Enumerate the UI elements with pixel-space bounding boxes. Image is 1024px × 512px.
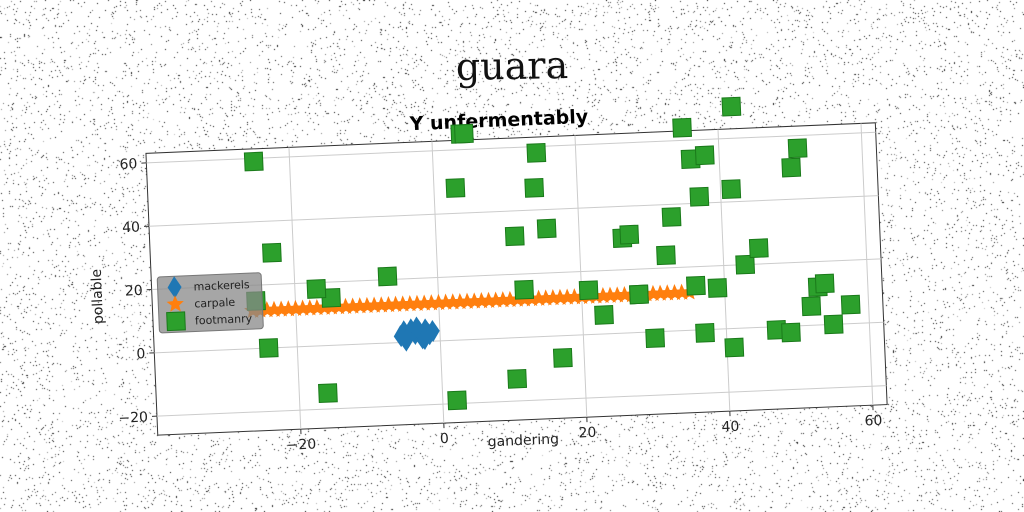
x-grid-line — [574, 135, 588, 418]
footmanry-point — [735, 254, 756, 275]
data-points — [243, 96, 861, 411]
y-grid-line — [146, 131, 876, 164]
footmanry-point — [694, 145, 715, 166]
footmanry-point — [445, 178, 466, 198]
footmanry-point — [536, 218, 557, 239]
footmanry-point — [578, 280, 599, 301]
y-tick-label: −20 — [118, 410, 148, 427]
footmanry-point — [689, 186, 710, 207]
footmanry-point — [377, 266, 398, 287]
x-axis-label: gandering — [487, 431, 559, 450]
x-tick-label: 20 — [578, 425, 596, 442]
footmanry-point — [840, 294, 861, 315]
footmanry-point — [748, 238, 769, 259]
footmanry-point — [724, 337, 745, 358]
footmanry-point — [318, 383, 338, 404]
footmanry-point — [321, 287, 341, 308]
footmanry-point — [524, 177, 545, 198]
footmanry-point — [721, 179, 742, 199]
legend-marker-carpale — [166, 295, 184, 312]
footmanry-point — [594, 305, 614, 325]
footmanry-point — [243, 151, 264, 172]
footmanry-point — [656, 245, 676, 266]
footmanry-point — [781, 322, 801, 343]
footmanry-point — [454, 123, 474, 144]
footmanry-point — [258, 338, 279, 358]
footmanry-point — [526, 142, 547, 163]
y-tick-label: 0 — [136, 346, 146, 362]
legend-label-mackerels: mackerels — [193, 278, 250, 293]
footmanry-point — [823, 314, 844, 335]
footmanry-point — [262, 242, 282, 263]
grid-lines — [146, 123, 887, 430]
footmanry-point — [695, 323, 715, 343]
footmanry-point — [781, 157, 802, 178]
footmanry-point — [619, 224, 640, 245]
footmanry-point — [552, 348, 573, 368]
footmanry-point — [707, 278, 728, 298]
legend-label-carpale: carpale — [194, 296, 236, 311]
footmanry-point — [814, 273, 835, 294]
footmanry-point — [629, 284, 649, 305]
chart-title: Y unfermentably — [408, 106, 589, 136]
x-grid-line — [860, 123, 874, 406]
legend-marker-footmanry — [166, 311, 186, 332]
legend-label-footmanry: footmanry — [195, 312, 253, 327]
y-axis-label: pollable — [89, 269, 107, 325]
x-tick-label: 60 — [864, 413, 882, 430]
x-tick-label: 40 — [721, 419, 739, 436]
y-tick-label: 40 — [122, 220, 140, 237]
axis-ticks: −20 0 20 40 60 −20 0 20 40 60 — [118, 156, 883, 454]
x-grid-line — [717, 129, 731, 412]
mackerels-point — [409, 316, 424, 339]
mackerels-point — [398, 329, 413, 352]
footmanry-point — [686, 275, 706, 296]
y-grid-line — [151, 258, 882, 291]
footmanry-point — [787, 138, 808, 159]
footmanry-point — [672, 117, 693, 138]
mackerels-point — [425, 320, 440, 342]
footmanry-point — [306, 279, 327, 299]
footmanry-point — [507, 368, 528, 389]
y-tick-label: 60 — [119, 156, 137, 173]
x-grid-line — [288, 147, 302, 430]
x-tick-label: 0 — [440, 431, 450, 447]
y-grid-line — [148, 195, 879, 227]
y-grid-line — [156, 385, 887, 417]
footmanry-point — [721, 96, 742, 117]
legend-marker-mackerels — [167, 276, 182, 299]
footmanry-point — [447, 390, 468, 411]
footmanry-point — [504, 226, 525, 247]
footmanry-point — [801, 296, 822, 317]
x-grid-line — [431, 141, 445, 424]
footmanry-point — [645, 328, 666, 349]
footmanry-point — [661, 207, 682, 227]
y-tick-label: 20 — [125, 283, 143, 300]
x-tick-label: −20 — [286, 437, 316, 454]
footmanry-point — [514, 279, 535, 300]
mackerels-point — [417, 327, 432, 350]
